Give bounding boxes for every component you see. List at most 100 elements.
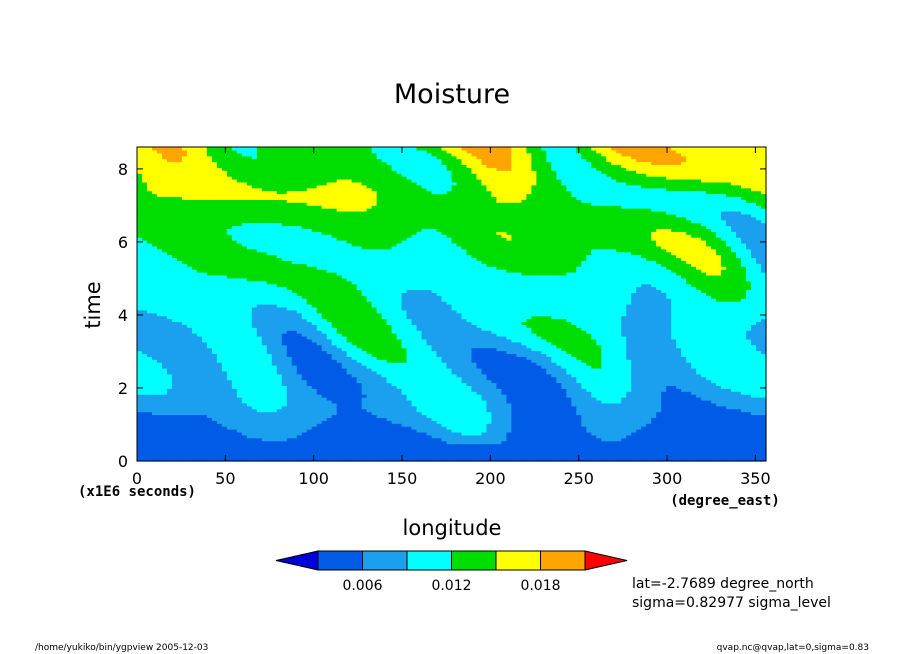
heatmap-cell <box>646 443 652 448</box>
heatmap-cell <box>606 426 612 430</box>
heatmap-cell <box>381 458 388 462</box>
heatmap-cell <box>316 411 323 416</box>
heatmap-cell <box>206 446 213 450</box>
heatmap-cell <box>221 423 228 427</box>
heatmap-cell <box>431 446 438 450</box>
heatmap-cell <box>431 452 438 456</box>
heatmap-cell <box>511 458 517 462</box>
heatmap-cell <box>631 440 637 445</box>
heatmap-cell <box>561 446 567 450</box>
heatmap-cell <box>266 458 273 462</box>
heatmap-cell <box>691 411 697 416</box>
heatmap-cell <box>546 429 552 433</box>
heatmap-cell <box>321 408 328 413</box>
heatmap-cell <box>271 437 278 442</box>
heatmap-cell <box>246 458 253 462</box>
heatmap-cell <box>401 429 408 433</box>
heatmap-cell <box>616 420 622 424</box>
heatmap-cell <box>556 431 562 436</box>
heatmap-cell <box>441 429 448 433</box>
heatmap-cell <box>606 437 612 442</box>
heatmap-cell <box>761 417 767 421</box>
heatmap-cell <box>421 426 428 430</box>
heatmap-cell <box>656 423 662 427</box>
heatmap-cell <box>306 452 313 456</box>
heatmap-cell <box>386 458 393 462</box>
heatmap-cell <box>541 431 547 436</box>
heatmap-cell <box>226 452 233 456</box>
heatmap-cell <box>751 446 757 450</box>
heatmap-cell <box>521 434 527 439</box>
heatmap-cell <box>476 434 483 439</box>
heatmap-cell <box>236 440 243 445</box>
heatmap-cell <box>691 458 697 462</box>
heatmap-cell <box>137 414 143 418</box>
heatmap-cell <box>506 417 512 421</box>
heatmap-cell <box>696 458 702 462</box>
heatmap-cell <box>146 429 153 433</box>
heatmap-cell <box>246 411 253 416</box>
heatmap-cell <box>196 411 203 416</box>
heatmap-cell <box>601 458 607 462</box>
heatmap-cell <box>391 440 398 445</box>
heatmap-cell <box>481 449 488 453</box>
heatmap-cell <box>536 440 542 445</box>
heatmap-cell <box>271 440 278 445</box>
heatmap-cell <box>211 443 218 448</box>
heatmap-cell <box>176 440 183 445</box>
heatmap-cell <box>356 405 363 410</box>
heatmap-cell <box>376 417 383 421</box>
heatmap-cell <box>521 443 527 448</box>
heatmap-cell <box>461 405 468 410</box>
heatmap-cell <box>736 414 742 418</box>
heatmap-cell <box>171 426 178 430</box>
heatmap-cell <box>591 411 597 416</box>
heatmap-cell <box>321 420 328 424</box>
heatmap-cell <box>386 437 393 442</box>
heatmap-cell <box>341 443 348 448</box>
heatmap-cell <box>186 434 193 439</box>
heatmap-cell <box>236 443 243 448</box>
heatmap-cell <box>746 414 752 418</box>
heatmap-cell <box>591 431 597 436</box>
heatmap-cell <box>756 452 762 456</box>
heatmap-cell <box>731 434 737 439</box>
heatmap-cell <box>256 449 263 453</box>
heatmap-cell <box>256 426 263 430</box>
heatmap-cell <box>326 440 333 445</box>
heatmap-cell <box>476 405 483 410</box>
heatmap-cell <box>171 423 178 427</box>
heatmap-cell <box>146 440 153 445</box>
heatmap-cell <box>421 437 428 442</box>
heatmap-cell <box>346 429 353 433</box>
heatmap-cell <box>406 455 413 459</box>
heatmap-cell <box>356 443 363 448</box>
heatmap-cell <box>631 417 637 421</box>
heatmap-cell <box>656 408 662 413</box>
heatmap-cell <box>411 434 418 439</box>
heatmap-cell <box>311 443 318 448</box>
heatmap-cell <box>716 414 722 418</box>
heatmap-cell <box>621 434 627 439</box>
heatmap-cell <box>191 449 198 453</box>
heatmap-cell <box>521 411 527 416</box>
heatmap-cell <box>311 429 318 433</box>
heatmap-cell <box>201 452 208 456</box>
heatmap-cell <box>161 420 168 424</box>
heatmap-cell <box>661 431 667 436</box>
heatmap-cell <box>231 449 238 453</box>
heatmap-cell <box>176 426 183 430</box>
heatmap-cell <box>481 426 488 430</box>
heatmap-cell <box>636 437 642 442</box>
heatmap-cell <box>316 449 323 453</box>
heatmap-cell <box>186 449 193 453</box>
heatmap-cell <box>611 405 617 410</box>
heatmap-cell <box>146 455 153 459</box>
heatmap-cell <box>521 429 527 433</box>
heatmap-cell <box>556 420 562 424</box>
heatmap-cell <box>716 443 722 448</box>
heatmap-cell <box>696 411 702 416</box>
heatmap-cell <box>596 455 602 459</box>
heatmap-cell <box>256 434 263 439</box>
